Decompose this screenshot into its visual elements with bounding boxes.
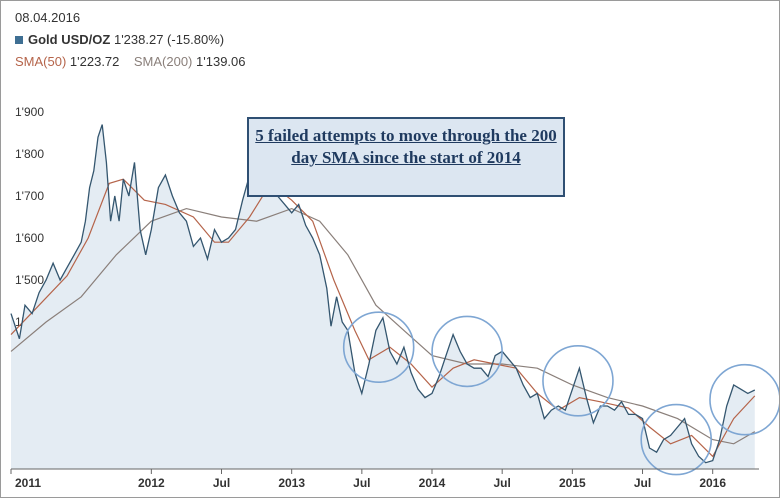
price-area bbox=[11, 124, 755, 469]
x-tick-label: Jul bbox=[353, 476, 370, 490]
highlight-circle bbox=[431, 315, 503, 388]
x-tick-label: 2013 bbox=[278, 476, 305, 490]
x-tick-label: Jul bbox=[634, 476, 651, 490]
sma200-line bbox=[10, 207, 756, 445]
legend-price-value: 1'238.27 (-15.80%) bbox=[113, 32, 225, 47]
legend-sma200-value: 1'139.06 bbox=[196, 54, 246, 69]
legend-price: Gold USD/OZ 1'238.27 (-15.80%) bbox=[15, 32, 224, 47]
legend-sma50-name: SMA(50) bbox=[15, 54, 67, 69]
y-tick-label: 1'700 bbox=[15, 189, 44, 203]
y-tick-label: 1'500 bbox=[15, 273, 44, 287]
highlight-circle bbox=[342, 311, 415, 384]
y-tick-label: 1'800 bbox=[15, 147, 44, 161]
sma50-line bbox=[10, 178, 756, 458]
legend-sma200-name: SMA(200) bbox=[133, 54, 193, 69]
x-tick-label: 2015 bbox=[559, 476, 586, 490]
price-line bbox=[10, 124, 756, 464]
x-tick-label: 2011 bbox=[15, 476, 41, 490]
x-tick-label: Jul bbox=[494, 476, 511, 490]
legend-swatch-price bbox=[15, 36, 23, 44]
legend-price-name: Gold USD/OZ bbox=[28, 32, 111, 47]
x-tick-label: Jul bbox=[213, 476, 230, 490]
x-axis: 2011 2012 Jul 2013 Jul 2014 Jul 2015 Jul 2016 bbox=[10, 469, 726, 490]
highlight-circle bbox=[709, 363, 779, 436]
legend-sma: SMA(50) 1'223.72 SMA(200) 1'139.06 bbox=[15, 54, 246, 69]
x-tick-label: 2014 bbox=[419, 476, 446, 490]
legend-sma50-value: 1'223.72 bbox=[69, 54, 120, 69]
highlight-circles bbox=[342, 311, 779, 476]
annotation-box: 5 failed attempts to move through the 20… bbox=[247, 117, 565, 197]
y-tick-label: 1'600 bbox=[15, 231, 44, 245]
y-tick-label: 1'900 bbox=[15, 105, 44, 119]
date-label: 08.04.2016 bbox=[15, 10, 81, 25]
x-tick-label: 2016 bbox=[699, 476, 726, 490]
x-tick-label: 2012 bbox=[138, 476, 165, 490]
highlight-circle bbox=[542, 344, 614, 417]
highlight-circle bbox=[640, 403, 713, 476]
